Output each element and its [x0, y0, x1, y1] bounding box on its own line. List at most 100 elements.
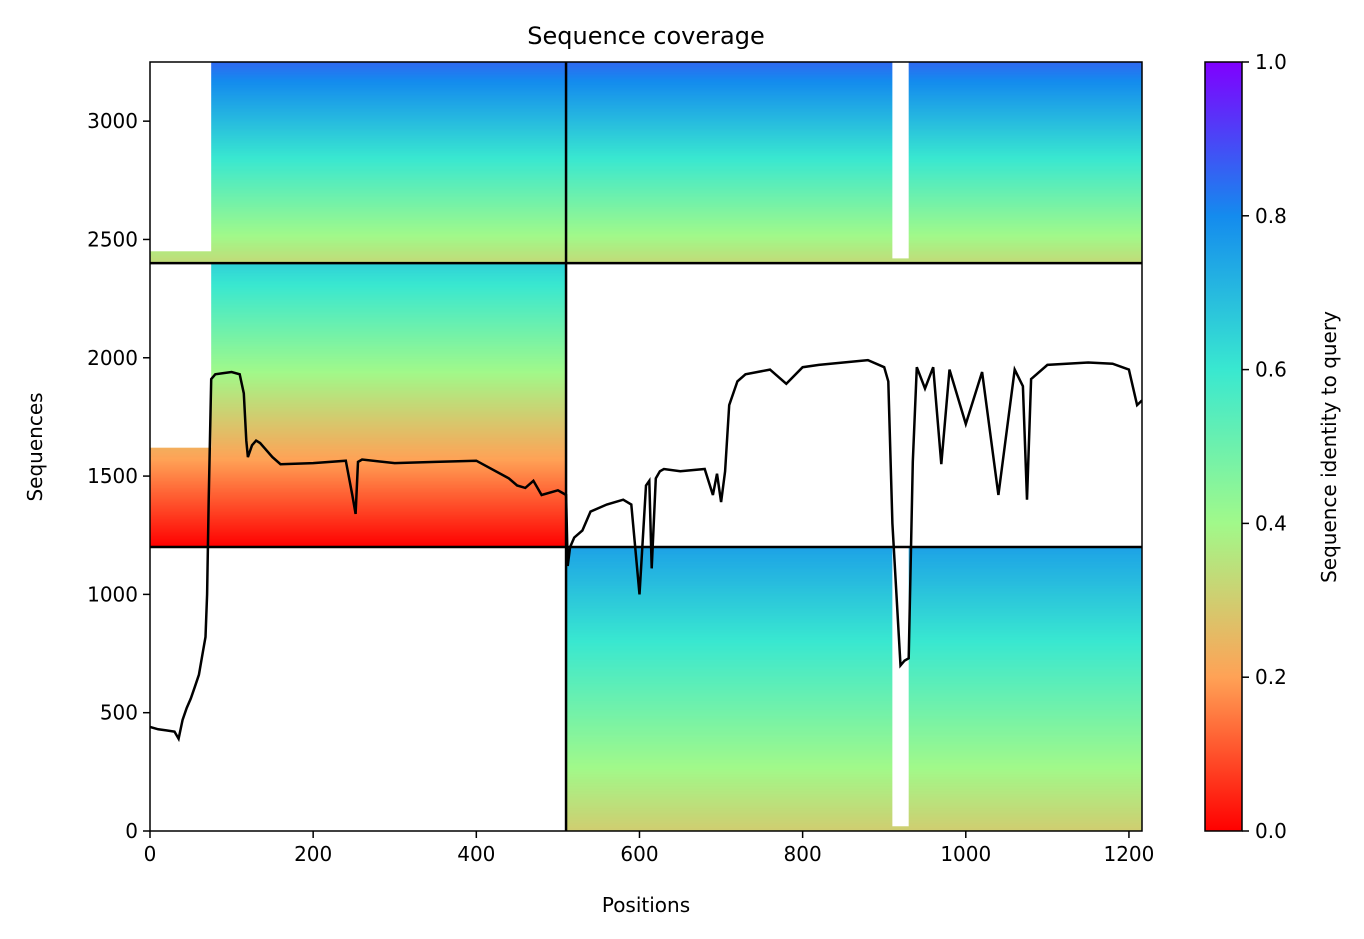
heatmap-band: [150, 349, 567, 352]
heatmap-band: [566, 586, 1142, 589]
heatmap-band: [150, 91, 567, 94]
heatmap-band: [150, 131, 567, 134]
heatmap-band: [566, 118, 1142, 121]
heatmap-band: [150, 94, 567, 97]
heatmap-band: [150, 163, 567, 166]
heatmap-band: [150, 82, 567, 85]
heatmap-band: [150, 504, 567, 507]
heatmap-band: [566, 649, 1142, 652]
heatmap-band: [566, 769, 1142, 772]
heatmap-band: [566, 183, 1142, 186]
heatmap-band: [566, 126, 1142, 129]
heatmap-band: [566, 608, 1142, 611]
heatmap-band: [150, 194, 567, 197]
heatmap-band: [150, 190, 567, 193]
heatmap-band: [150, 334, 567, 337]
heatmap-band: [150, 162, 567, 165]
heatmap-band: [150, 419, 567, 422]
heatmap-band: [566, 549, 1142, 552]
heatmap-band: [566, 626, 1142, 629]
coverage-gap: [150, 62, 212, 252]
heatmap-band: [566, 731, 1142, 734]
heatmap-band: [566, 625, 1142, 628]
heatmap-band: [566, 725, 1142, 728]
heatmap-band: [566, 569, 1142, 572]
heatmap-band: [566, 72, 1142, 75]
heatmap-band: [150, 148, 567, 151]
heatmap-band: [150, 210, 567, 213]
heatmap-band: [566, 698, 1142, 701]
heatmap-band: [150, 133, 567, 136]
heatmap-band: [566, 79, 1142, 83]
heatmap-band: [150, 390, 567, 393]
heatmap-band: [566, 141, 1142, 144]
heatmap-band: [150, 189, 567, 192]
heatmap-band: [566, 741, 1142, 744]
colorbar-gradient: [1204, 61, 1243, 832]
heatmap-band: [150, 72, 567, 75]
heatmap-band: [150, 291, 567, 294]
heatmap-band: [150, 517, 567, 520]
heatmap-band: [566, 116, 1142, 119]
heatmap-band: [566, 165, 1142, 168]
heatmap-band: [150, 376, 567, 379]
heatmap-band: [150, 258, 567, 261]
heatmap-band: [150, 248, 567, 251]
heatmap-band: [566, 206, 1142, 209]
heatmap-band: [566, 94, 1142, 97]
heatmap-band: [566, 792, 1142, 795]
heatmap-band: [566, 627, 1142, 631]
heatmap-band: [566, 778, 1142, 781]
heatmap-band: [566, 602, 1142, 605]
heatmap-band: [566, 745, 1142, 748]
heatmap-band: [566, 718, 1142, 721]
heatmap-band: [150, 236, 567, 239]
heatmap-band: [150, 392, 567, 395]
heatmap-band: [150, 158, 567, 161]
heatmap-band: [150, 275, 567, 278]
y-axis-label: Sequences: [23, 392, 47, 501]
heatmap-band: [566, 146, 1142, 149]
heatmap-band: [150, 535, 567, 538]
heatmap-band: [566, 162, 1142, 165]
heatmap-band: [566, 202, 1142, 205]
heatmap-band: [150, 221, 567, 224]
heatmap-band: [150, 301, 567, 304]
heatmap-band: [566, 826, 1142, 829]
heatmap-band: [566, 612, 1142, 615]
heatmap-band: [150, 500, 567, 503]
heatmap-band: [566, 203, 1142, 206]
heatmap-band: [566, 105, 1142, 108]
heatmap-band: [566, 187, 1142, 190]
heatmap-band: [566, 209, 1142, 212]
heatmap-band: [566, 219, 1142, 222]
heatmap-band: [150, 150, 567, 153]
heatmap-band: [566, 654, 1142, 657]
heatmap-band: [150, 304, 567, 307]
heatmap-band: [150, 420, 567, 423]
heatmap-band: [566, 145, 1142, 148]
heatmap-band: [150, 168, 567, 171]
coverage-gap: [892, 62, 909, 259]
heatmap-band: [566, 716, 1142, 719]
heatmap-band: [566, 794, 1142, 797]
heatmap-band: [150, 359, 567, 362]
heatmap-band: [566, 768, 1142, 771]
heatmap-band: [566, 723, 1142, 726]
heatmap-band: [566, 62, 1142, 64]
heatmap-band: [566, 748, 1142, 751]
heatmap-band: [566, 694, 1142, 697]
heatmap-band: [566, 752, 1142, 755]
heatmap-band: [566, 85, 1142, 88]
heatmap-band: [150, 226, 567, 229]
heatmap-band: [150, 156, 567, 159]
heatmap-band: [150, 126, 567, 129]
heatmap-band: [150, 179, 567, 182]
heatmap-band: [150, 501, 567, 504]
heatmap-band: [150, 361, 567, 364]
heatmap-band: [566, 81, 1142, 84]
heatmap-band: [150, 444, 567, 447]
heatmap-band: [566, 772, 1142, 775]
heatmap-band: [566, 728, 1142, 731]
heatmap-band: [566, 620, 1142, 623]
